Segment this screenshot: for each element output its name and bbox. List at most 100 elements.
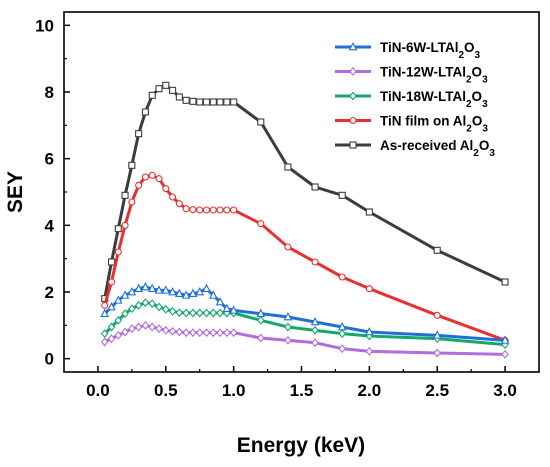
data-point [338, 191, 346, 199]
data-point [310, 316, 320, 326]
data-point [114, 315, 123, 325]
data-point [114, 248, 122, 256]
data-point [209, 206, 217, 214]
data-point [100, 308, 110, 318]
data-point [154, 285, 164, 294]
data-point [141, 281, 150, 291]
data-point [202, 206, 211, 214]
data-point [148, 322, 156, 332]
data-point [121, 327, 129, 337]
data-point [128, 198, 136, 206]
x-tick-label: 0.5 [154, 381, 178, 400]
data-point [121, 191, 129, 199]
legend-label: TiN-6W-LTAl2O3 [380, 40, 481, 61]
data-point [168, 286, 177, 296]
y-tick-label: 4 [45, 216, 55, 235]
data-point [209, 98, 217, 106]
data-point [141, 173, 149, 181]
data-point [223, 328, 231, 338]
data-point [338, 344, 346, 354]
data-point [202, 98, 211, 106]
data-point [162, 81, 170, 89]
data-point [202, 283, 211, 293]
data-point [216, 328, 224, 338]
data-point [135, 181, 143, 189]
data-point [181, 290, 191, 299]
data-point [182, 308, 190, 318]
data-point [195, 286, 205, 296]
data-point [155, 302, 163, 312]
y-tick-label: 6 [45, 150, 54, 169]
data-point [284, 335, 292, 345]
data-point [148, 171, 156, 179]
x-tick-label: 0.0 [86, 381, 110, 400]
data-point [216, 308, 224, 318]
data-point [134, 322, 143, 332]
x-tick-label: 1.0 [222, 381, 246, 400]
legend-marker [349, 67, 357, 76]
data-point [501, 349, 509, 359]
legend-marker [349, 116, 357, 125]
data-point [114, 225, 122, 233]
data-point [215, 296, 225, 306]
data-point [189, 206, 197, 214]
data-point [175, 308, 184, 318]
data-point [257, 333, 265, 343]
data-point [141, 320, 150, 330]
data-point [216, 98, 224, 106]
data-point [107, 334, 116, 344]
legend-item: As-received Al2O3 [335, 138, 495, 159]
series-1 [100, 281, 510, 344]
x-axis-title: Energy (keV) [237, 434, 365, 457]
data-point [182, 96, 190, 104]
data-point [155, 175, 163, 183]
y-tick-label: 10 [35, 16, 54, 35]
data-point [202, 328, 211, 338]
x-tick-label: 3.0 [493, 381, 517, 400]
data-point [433, 246, 441, 254]
data-point [120, 290, 130, 299]
data-point [100, 337, 109, 347]
data-point [182, 205, 190, 213]
data-point [113, 295, 123, 304]
data-point [175, 200, 183, 208]
data-point [501, 278, 509, 286]
data-point [175, 288, 184, 298]
data-point [128, 324, 136, 334]
data-point [189, 97, 197, 105]
data-point [175, 93, 183, 101]
y-tick-label: 8 [45, 83, 54, 102]
data-point [107, 322, 116, 332]
data-point [208, 290, 218, 299]
data-point [107, 301, 116, 311]
data-point [135, 130, 143, 138]
data-point [101, 301, 109, 309]
legend-item: TiN film on Al2O3 [335, 114, 488, 134]
legend-label: As-received Al2O3 [380, 138, 495, 159]
data-point [284, 322, 292, 332]
data-point [107, 278, 116, 286]
data-point [189, 308, 197, 318]
series-layer [100, 81, 510, 359]
data-point [169, 86, 177, 94]
data-point [155, 324, 163, 334]
data-point [311, 325, 319, 335]
data-point [148, 299, 156, 309]
data-point [365, 326, 374, 336]
data-point [147, 283, 157, 293]
legend-item: TiN-18W-LTAl2O3 [335, 89, 488, 110]
legend-marker [349, 91, 357, 101]
x-tick-label: 1.5 [290, 381, 314, 400]
data-point [311, 338, 319, 348]
data-point [162, 325, 170, 335]
data-point [230, 206, 238, 214]
data-point [222, 303, 232, 313]
x-tick-label: 2.0 [358, 381, 382, 400]
data-point [365, 208, 373, 216]
data-point [223, 98, 231, 106]
data-point [195, 328, 204, 338]
y-axis-title: SEY [4, 171, 27, 213]
data-point [284, 243, 292, 251]
series-5 [101, 81, 509, 303]
legend-item: TiN-12W-LTAl2O3 [335, 65, 488, 85]
